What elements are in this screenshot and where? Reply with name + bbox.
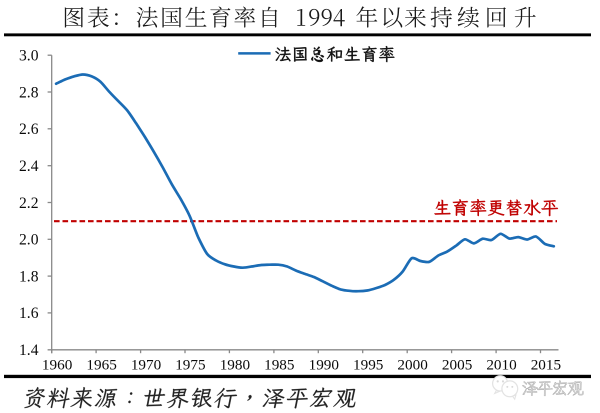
svg-text:1995: 1995 (353, 357, 383, 374)
svg-text:2015: 2015 (531, 357, 561, 374)
svg-text:1960: 1960 (42, 357, 73, 374)
svg-text:1990: 1990 (309, 357, 340, 374)
svg-text:1975: 1975 (175, 357, 205, 374)
svg-text:1.6: 1.6 (19, 305, 39, 322)
svg-text:1965: 1965 (86, 357, 116, 374)
svg-text:2.0: 2.0 (19, 232, 39, 249)
svg-text:1985: 1985 (264, 357, 294, 374)
svg-text:1.4: 1.4 (19, 342, 39, 359)
svg-text:2.8: 2.8 (19, 84, 39, 101)
svg-text:2.4: 2.4 (19, 158, 39, 175)
svg-text:2.6: 2.6 (19, 121, 39, 138)
svg-text:2000: 2000 (397, 357, 428, 374)
svg-text:1970: 1970 (131, 357, 162, 374)
svg-text:1.8: 1.8 (19, 268, 39, 285)
svg-text:2010: 2010 (486, 357, 517, 374)
svg-text:2.2: 2.2 (19, 195, 39, 212)
svg-text:2005: 2005 (442, 357, 472, 374)
svg-text:3.0: 3.0 (19, 48, 39, 65)
svg-text:1980: 1980 (220, 357, 251, 374)
